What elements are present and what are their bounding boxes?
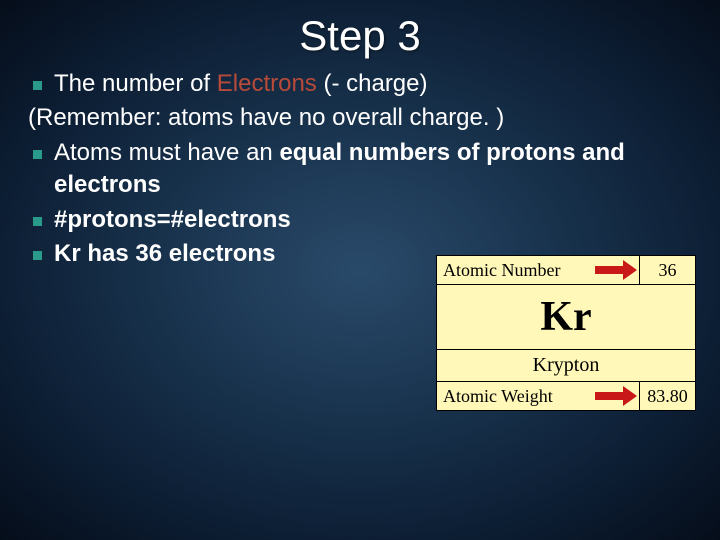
element-symbol-row: Kr xyxy=(437,285,695,350)
bullet-4-text: Kr has 36 electrons xyxy=(54,238,275,270)
bullet-item-2: Atoms must have an equal numbers of prot… xyxy=(20,137,700,202)
arrow-icon xyxy=(593,258,639,282)
bullet-item-3: #protons=#electrons xyxy=(20,204,700,236)
bullet-icon xyxy=(33,251,42,260)
atomic-number-row: Atomic Number 36 xyxy=(437,256,695,285)
bullet-1-suffix: (- charge) xyxy=(317,70,428,97)
bullet-icon xyxy=(33,81,42,90)
bullet-icon xyxy=(33,150,42,159)
bullet-3-text: #protons=#electrons xyxy=(54,204,291,236)
atomic-weight-label: Atomic Weight xyxy=(437,382,593,410)
element-name-row: Krypton xyxy=(437,350,695,382)
arrow-icon xyxy=(593,384,639,408)
bullet-1-electrons: Electrons xyxy=(217,70,317,97)
slide-content: The number of Electrons (- charge) (Reme… xyxy=(0,68,720,270)
bullet-1-prefix: The number of xyxy=(54,70,217,97)
bullet-icon xyxy=(33,217,42,226)
slide-title: Step 3 xyxy=(0,0,720,68)
element-symbol: Kr xyxy=(540,293,591,341)
bullet-2-prefix: Atoms must have an xyxy=(54,139,279,166)
atomic-weight-value: 83.80 xyxy=(639,382,695,410)
bullet-item-1: The number of Electrons (- charge) xyxy=(20,68,700,100)
element-name: Krypton xyxy=(533,354,600,377)
atomic-number-value: 36 xyxy=(639,256,695,284)
atomic-number-label: Atomic Number xyxy=(437,256,593,284)
parenthetical: (Remember: atoms have no overall charge.… xyxy=(28,102,700,134)
atomic-weight-row: Atomic Weight 83.80 xyxy=(437,382,695,410)
periodic-element-box: Atomic Number 36 Kr Krypton Atomic Weigh… xyxy=(436,255,696,411)
